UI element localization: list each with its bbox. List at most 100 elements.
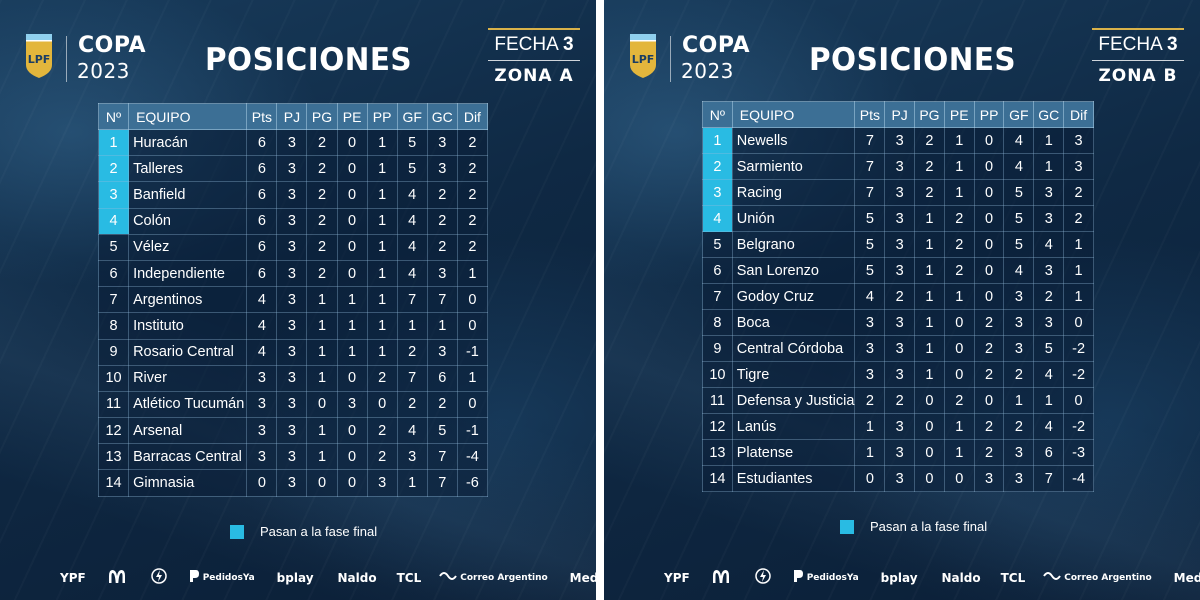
team-cell: Unión — [731, 205, 856, 232]
stat-cell-gf: 4 — [396, 417, 428, 445]
stat-cell-pe: 1 — [943, 127, 975, 154]
stat-cell-pp: 1 — [366, 338, 398, 366]
column-header-gf: GF — [1003, 101, 1035, 128]
column-header-pg: PG — [306, 103, 338, 130]
legend: Pasan a la fase final — [840, 519, 987, 534]
stat-cell-gf: 4 — [396, 259, 428, 288]
team-cell: Argentinos — [128, 286, 248, 314]
stat-cell-gc: 5 — [426, 417, 458, 445]
pedidosya-icon — [188, 569, 200, 586]
sponsor-label: Naldo — [337, 570, 377, 585]
stat-cell-dif: -4 — [456, 443, 489, 471]
stat-cell-gc: 3 — [426, 128, 458, 157]
stat-cell-pts: 3 — [854, 309, 886, 336]
stat-cell-dif: 0 — [1063, 387, 1094, 414]
stat-cell-gc: 4 — [1033, 361, 1065, 388]
stat-cell-gf: 2 — [1003, 361, 1035, 388]
stat-cell-pj: 3 — [884, 179, 916, 206]
stat-cell-gf: 4 — [1003, 127, 1035, 154]
stat-cell-dif: 2 — [456, 233, 489, 261]
column-header-dif: Dif — [1063, 101, 1094, 128]
stat-cell-pp: 1 — [366, 312, 398, 340]
stat-cell-pp: 0 — [973, 283, 1005, 310]
sponsor-label: PedidosYa — [202, 572, 255, 583]
svg-text:LPF: LPF — [28, 53, 51, 66]
column-header-pg: PG — [914, 101, 945, 128]
stat-cell-pp: 2 — [973, 309, 1005, 336]
stat-cell-pj: 3 — [884, 361, 916, 388]
stat-cell-pp: 0 — [973, 205, 1005, 232]
sponsor-naldo: Naldo — [338, 571, 377, 585]
stat-cell-pg: 1 — [306, 443, 338, 471]
stat-cell-gf: 3 — [1003, 283, 1035, 310]
copa-word: COPA — [682, 33, 750, 58]
stat-cell-pp: 2 — [366, 417, 398, 445]
team-cell: Godoy Cruz — [731, 283, 856, 310]
logo-divider — [670, 36, 671, 82]
stat-cell-pj: 3 — [884, 257, 916, 284]
stat-cell-pj: 2 — [884, 387, 916, 414]
stat-cell-pg: 1 — [914, 231, 945, 258]
sponsor-label: Correo Argentino — [1064, 572, 1152, 583]
stat-cell-pts: 4 — [854, 283, 886, 310]
stat-cell-pp: 1 — [366, 155, 398, 183]
stat-cell-gc: 7 — [426, 286, 458, 314]
table-row: 2 Talleres 6 3 2 0 1 5 3 2 — [97, 155, 489, 183]
table-row: 8 Instituto 4 3 1 1 1 1 1 0 — [97, 312, 489, 340]
sponsor-bplay: bplay — [277, 571, 314, 585]
stat-cell-dif: 0 — [456, 286, 489, 314]
stat-cell-pe: 1 — [943, 179, 975, 206]
team-cell: Tigre — [731, 361, 856, 388]
standings-panel-zona-a: LPF COPA 2023 POSICIONES FECHA 3 ZONA A … — [0, 0, 596, 600]
position-cell: 14 — [97, 469, 130, 497]
position-cell: 1 — [97, 128, 130, 157]
stat-cell-pp: 2 — [973, 413, 1005, 440]
stat-cell-pe: 0 — [943, 309, 975, 336]
mcdonalds-arches-icon — [108, 569, 126, 586]
sponsor-pedidosya: PedidosYa — [188, 569, 255, 586]
stat-cell-gf: 5 — [396, 155, 428, 183]
round-divider — [1092, 60, 1184, 61]
stat-cell-dif: 1 — [1063, 257, 1094, 284]
stat-cell-pj: 3 — [276, 259, 308, 288]
stat-cell-pj: 2 — [884, 283, 916, 310]
table-row: 2 Sarmiento 7 3 2 1 0 4 1 3 — [702, 153, 1094, 180]
stat-cell-pg: 1 — [914, 309, 945, 336]
sponsor-label: TCL — [396, 570, 422, 585]
stat-cell-pe: 1 — [943, 413, 975, 440]
column-header-pts: Pts — [854, 101, 886, 128]
stat-cell-gc: 3 — [1033, 309, 1065, 336]
position-cell: 11 — [97, 390, 130, 419]
table-row: 14 Estudiantes 0 3 0 0 3 3 7 -4 — [702, 465, 1094, 492]
pedidosya-icon — [792, 569, 804, 586]
stat-cell-gf: 4 — [1003, 257, 1035, 284]
position-cell: 9 — [702, 335, 733, 362]
table-row: 14 Gimnasia 0 3 0 0 3 1 7 -6 — [97, 469, 489, 497]
legend-label: Pasan a la fase final — [870, 519, 988, 534]
stat-cell-pts: 6 — [246, 207, 278, 235]
stat-cell-pp: 0 — [973, 387, 1005, 414]
column-header-equipo: EQUIPO — [731, 101, 856, 128]
stat-cell-pg: 0 — [914, 465, 945, 492]
sponsor-label: TCL — [1000, 570, 1026, 585]
stat-cell-gf: 4 — [396, 233, 428, 261]
stat-cell-pts: 6 — [246, 181, 278, 209]
stat-cell-pj: 3 — [276, 443, 308, 471]
stat-cell-pg: 1 — [914, 361, 945, 388]
sponsor-label: Naldo — [941, 570, 981, 585]
table-row: 5 Vélez 6 3 2 0 1 4 2 2 — [97, 233, 489, 261]
team-cell: Instituto — [128, 312, 248, 340]
stat-cell-pts: 5 — [854, 257, 886, 284]
sponsor-medif: Medifé — [1174, 571, 1200, 585]
stat-cell-pp: 2 — [366, 443, 398, 471]
stat-cell-pe: 2 — [943, 205, 975, 232]
position-cell: 5 — [702, 231, 733, 258]
position-cell: 13 — [97, 443, 130, 471]
table-row: 10 Tigre 3 3 1 0 2 2 4 -2 — [702, 361, 1094, 388]
stat-cell-dif: 2 — [1063, 179, 1094, 206]
team-cell: Independiente — [128, 259, 248, 288]
table-row: 13 Platense 1 3 0 1 2 3 6 -3 — [702, 439, 1094, 466]
stat-cell-pg: 1 — [914, 205, 945, 232]
zone-label: ZONA A — [494, 66, 574, 86]
stat-cell-pe: 1 — [943, 153, 975, 180]
